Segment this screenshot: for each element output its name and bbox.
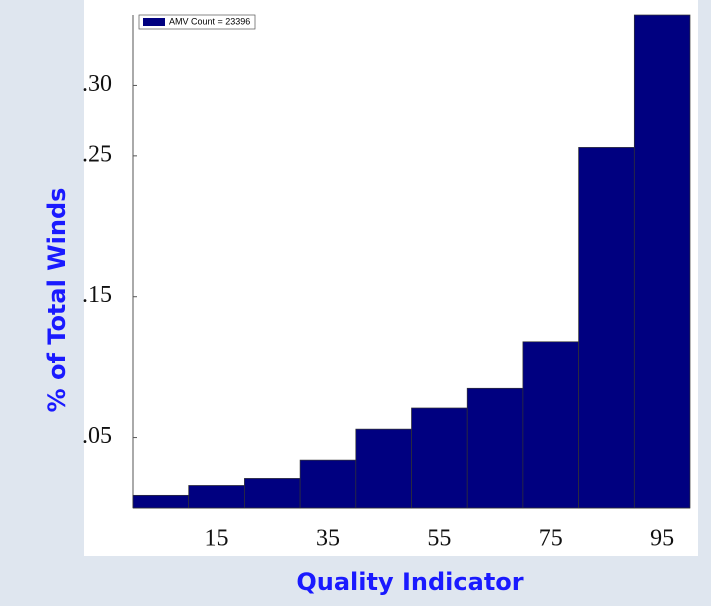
y-tick-label: .25 bbox=[82, 141, 112, 167]
bar bbox=[633, 14, 691, 509]
x-axis-title: Quality Indicator bbox=[296, 568, 523, 596]
bar bbox=[188, 485, 245, 509]
bar bbox=[411, 407, 468, 509]
bar bbox=[578, 147, 635, 509]
y-tick-label: .05 bbox=[82, 423, 112, 449]
x-tick-label: 75 bbox=[539, 526, 563, 552]
x-tick-label: 95 bbox=[650, 526, 674, 552]
x-tick-label: 55 bbox=[427, 526, 451, 552]
x-tick-label: 35 bbox=[316, 526, 340, 552]
x-tick-label: 15 bbox=[205, 526, 229, 552]
bar bbox=[355, 428, 412, 509]
legend-swatch bbox=[143, 18, 165, 26]
bar bbox=[244, 478, 301, 509]
y-axis-title: % of Total Winds bbox=[43, 188, 71, 413]
bar bbox=[299, 459, 357, 509]
y-tick-label: .30 bbox=[82, 71, 112, 97]
bar bbox=[466, 387, 524, 509]
bar bbox=[132, 494, 190, 509]
legend-label: AMV Count = 23396 bbox=[169, 16, 250, 26]
legend-box bbox=[138, 14, 256, 30]
y-tick-label: .15 bbox=[82, 282, 112, 308]
bar bbox=[522, 341, 579, 509]
